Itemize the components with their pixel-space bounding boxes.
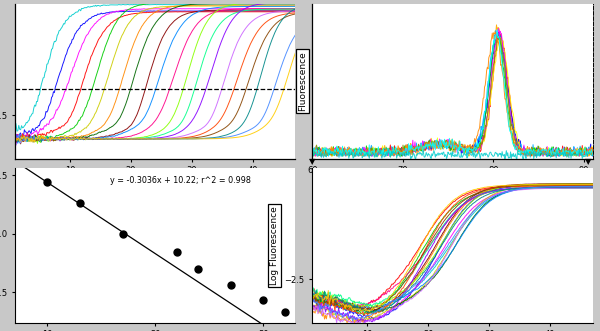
Point — [259, 298, 268, 303]
Point — [75, 201, 85, 206]
Y-axis label: Fluorescence: Fluorescence — [298, 51, 307, 111]
Y-axis label: Log Fluorescence: Log Fluorescence — [270, 206, 279, 285]
Point — [172, 250, 182, 255]
Point — [194, 266, 203, 271]
Point — [280, 309, 289, 315]
Text: ▼: ▼ — [309, 157, 316, 166]
Point — [118, 231, 128, 236]
Text: B: B — [598, 167, 600, 180]
Point — [226, 283, 236, 288]
Text: y = -0.3036x + 10.22; r^2 = 0.998: y = -0.3036x + 10.22; r^2 = 0.998 — [110, 176, 251, 185]
X-axis label: Cycle: Cycle — [143, 181, 167, 190]
X-axis label: Temperature: Temperature — [424, 181, 481, 190]
Point — [43, 179, 52, 185]
Text: ▼: ▼ — [585, 157, 592, 166]
